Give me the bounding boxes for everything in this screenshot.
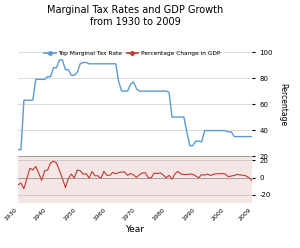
Top Marginal Tax Rate xyxy=(179,116,183,119)
Percentage Change in GDP xyxy=(164,176,168,179)
Percentage Change in GDP xyxy=(250,179,254,182)
Percentage Change in GDP xyxy=(173,172,177,175)
Percentage Change in GDP xyxy=(182,173,186,176)
Line: Percentage Change in GDP: Percentage Change in GDP xyxy=(18,161,252,189)
Percentage Change in GDP xyxy=(16,183,20,186)
X-axis label: Year: Year xyxy=(125,225,145,234)
Legend: Top Marginal Tax Rate, Percentage Change in GDP: Top Marginal Tax Rate, Percentage Change… xyxy=(42,49,222,59)
Line: Top Marginal Tax Rate: Top Marginal Tax Rate xyxy=(18,60,252,150)
Percentage Change in GDP xyxy=(230,175,233,178)
Top Marginal Tax Rate xyxy=(226,130,230,133)
Percentage Change in GDP xyxy=(52,160,55,163)
Top Marginal Tax Rate xyxy=(170,116,174,119)
Percentage Change in GDP xyxy=(161,173,165,176)
Top Marginal Tax Rate xyxy=(158,90,162,93)
Percentage Change in GDP xyxy=(126,174,129,177)
Percentage Change in GDP xyxy=(22,187,26,190)
Top Marginal Tax Rate xyxy=(161,90,165,93)
Top Marginal Tax Rate xyxy=(58,58,61,61)
Y-axis label: Percentage: Percentage xyxy=(278,83,287,126)
Top Marginal Tax Rate xyxy=(123,90,126,93)
Top Marginal Tax Rate xyxy=(250,135,254,138)
Text: Marginal Tax Rates and GDP Growth
from 1930 to 2009: Marginal Tax Rates and GDP Growth from 1… xyxy=(47,5,223,27)
Top Marginal Tax Rate xyxy=(16,148,20,151)
